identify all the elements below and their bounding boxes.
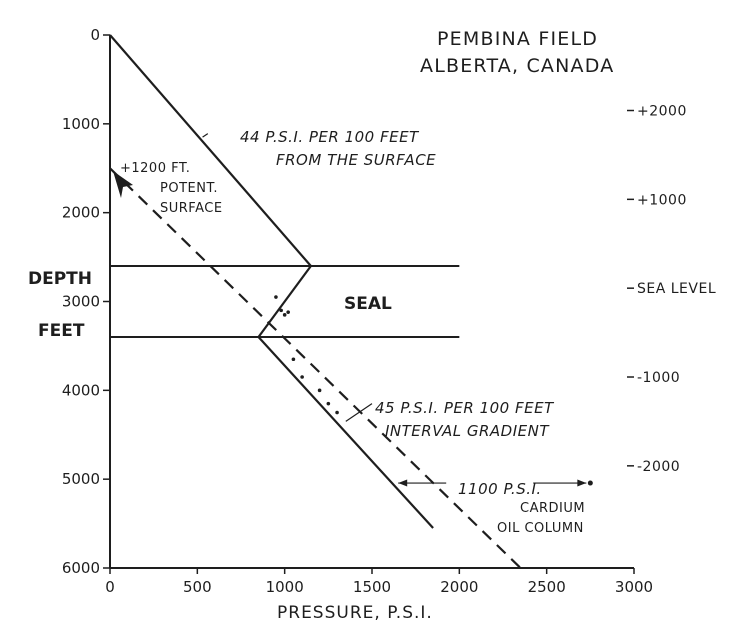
cardium-label: CARDIUM (520, 501, 585, 516)
x-tick-label: 0 (105, 578, 115, 596)
surface-gradient-leader (202, 133, 209, 138)
x-tick-label: 1000 (266, 578, 304, 596)
oil-column-arrowhead-right (577, 479, 587, 487)
pressure-measurement-point (291, 357, 296, 362)
gradient-line-4 (257, 265, 312, 338)
y-axis-label-feet: FEET (38, 321, 85, 341)
y-axis-label-depth: DEPTH (28, 269, 92, 289)
interval-gradient-label: 45 P.S.I. PER 100 FEET (375, 399, 555, 417)
y-tick-label: 5000 (62, 470, 100, 488)
y-tick-label: 6000 (62, 559, 100, 577)
gradient-line-3 (257, 336, 434, 529)
pressure-measurement-point (300, 375, 304, 379)
oil-column-arrowhead-left (398, 479, 408, 487)
surface-gradient-label: 44 P.S.I. PER 100 FEET (240, 128, 420, 146)
potent-surface-label: +1200 FT. (120, 161, 190, 176)
pressure-difference-label: 1100 P.S.I. (458, 480, 542, 498)
x-tick-label: 2500 (528, 578, 566, 596)
y-tick-label: 1000 (62, 115, 100, 133)
gradient-line-1 (109, 34, 312, 267)
potent-surface-arrowhead (113, 171, 133, 198)
y-tick-label: 0 (90, 26, 100, 44)
potent-surface-label-3: SURFACE (160, 201, 223, 216)
chart-subtitle: ALBERTA, CANADA (420, 55, 614, 77)
potent-surface-label-2: POTENT. (160, 181, 218, 196)
x-tick-label: 3000 (615, 578, 653, 596)
oil-column-end-dot (587, 480, 593, 486)
pressure-measurement-point (282, 313, 287, 317)
pressure-measurement-point (326, 401, 331, 406)
pressure-measurement-point (317, 388, 322, 393)
elevation-tick-label: +2000 (637, 104, 687, 120)
pressure-measurement-point (274, 295, 278, 299)
elevation-tick-label: SEA LEVEL (637, 281, 716, 297)
pressure-measurement-point (335, 410, 339, 415)
elevation-tick-label: -2000 (637, 459, 680, 475)
chart-title: PEMBINA FIELD (437, 28, 598, 50)
x-tick-label: 1500 (353, 578, 391, 596)
oil-column-label: OIL COLUMN (497, 521, 584, 536)
x-axis-label: PRESSURE, P.S.I. (277, 603, 433, 623)
y-tick-label: 4000 (62, 381, 100, 399)
y-tick-label: 3000 (62, 293, 100, 311)
interval-gradient-label-2: INTERVAL GRADIENT (385, 422, 550, 440)
elevation-tick-label: -1000 (637, 370, 680, 386)
seal-label: SEAL (344, 294, 392, 314)
elevation-tick-label: +1000 (637, 192, 687, 208)
pressure-measurement-point (279, 308, 283, 313)
surface-gradient-label-2: FROM THE SURFACE (276, 151, 436, 169)
pressure-measurement-point (286, 310, 290, 314)
interval-gradient-leader (345, 403, 373, 422)
gradient-line-2 (109, 167, 522, 569)
x-tick-label: 500 (183, 578, 212, 596)
x-tick-label: 2000 (440, 578, 478, 596)
y-tick-label: 2000 (62, 204, 100, 222)
